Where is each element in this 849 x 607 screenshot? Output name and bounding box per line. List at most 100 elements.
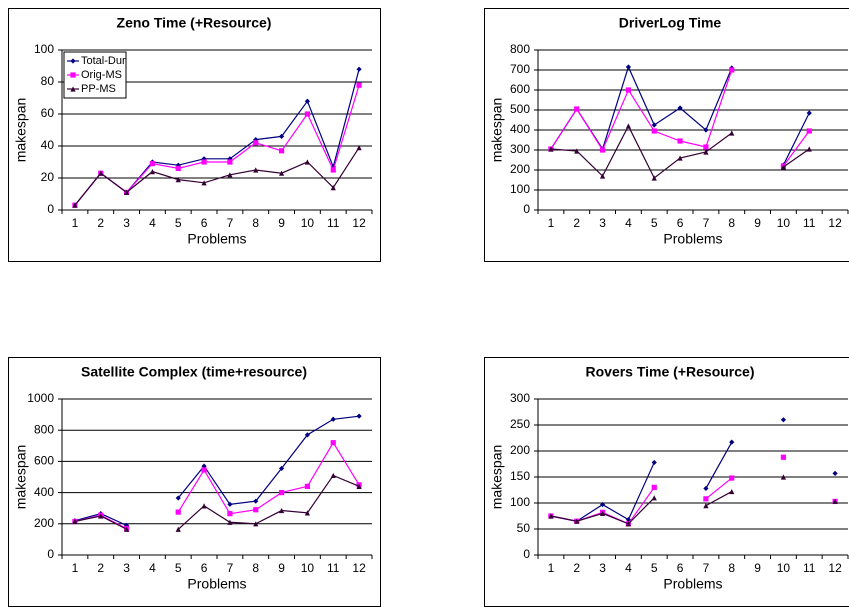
legend-label: Orig-MS — [81, 69, 122, 81]
y-tick-label: 0 — [47, 202, 54, 216]
y-tick-label: 200 — [510, 443, 530, 457]
y-tick-label: 20 — [41, 170, 55, 184]
y-tick-label: 300 — [510, 142, 530, 156]
marker — [201, 159, 207, 165]
marker — [548, 146, 554, 152]
x-tick-label: 10 — [777, 561, 791, 575]
marker — [651, 495, 657, 501]
marker — [599, 510, 606, 516]
y-tick-label: 50 — [517, 521, 531, 535]
marker — [780, 417, 787, 423]
y-tick-label: 40 — [41, 138, 55, 152]
marker — [574, 148, 580, 154]
marker — [806, 128, 812, 134]
x-tick-label: 4 — [149, 216, 156, 230]
marker — [149, 169, 156, 175]
marker — [599, 173, 606, 179]
y-tick-label: 80 — [41, 74, 55, 88]
marker — [278, 465, 285, 472]
marker — [98, 513, 104, 519]
legend-label: PP-MS — [81, 83, 116, 95]
marker — [175, 177, 181, 183]
x-tick-label: 3 — [123, 216, 130, 230]
legend-marker — [70, 58, 76, 64]
y-tick-label: 150 — [510, 469, 530, 483]
y-tick-label: 0 — [47, 547, 54, 561]
marker — [72, 518, 78, 525]
marker — [201, 503, 207, 509]
y-tick-label: 700 — [510, 62, 530, 76]
x-axis-label: Problems — [187, 231, 246, 247]
marker — [330, 185, 336, 191]
x-tick-label: 8 — [728, 216, 735, 230]
marker — [651, 122, 657, 128]
x-tick-label: 3 — [123, 561, 130, 575]
x-axis-label: Problems — [663, 576, 722, 592]
marker — [832, 470, 838, 476]
x-tick-label: 6 — [201, 216, 208, 230]
marker — [98, 170, 104, 176]
marker — [677, 105, 683, 111]
x-tick-label: 9 — [754, 561, 761, 575]
x-tick-label: 10 — [301, 216, 315, 230]
x-tick-label: 1 — [548, 216, 555, 230]
marker — [201, 180, 207, 186]
marker — [278, 490, 285, 496]
chart-title: Rovers Time (+Resource) — [586, 364, 755, 380]
y-axis-label: makespan — [13, 445, 29, 510]
y-tick-label: 600 — [510, 82, 530, 96]
y-axis-label: makespan — [489, 98, 505, 163]
x-tick-label: 8 — [252, 561, 259, 575]
y-tick-label: 500 — [510, 102, 530, 116]
x-tick-label: 5 — [175, 216, 182, 230]
marker — [729, 130, 735, 136]
marker — [330, 440, 336, 446]
marker — [780, 474, 787, 480]
x-tick-label: 1 — [72, 561, 79, 575]
marker — [304, 159, 311, 165]
marker — [227, 501, 233, 507]
marker — [806, 146, 812, 152]
x-tick-label: 8 — [252, 216, 259, 230]
marker — [149, 161, 156, 167]
chart: DriverLog Time 0 100 200 300 400 500 600 700 800 1… — [484, 8, 849, 262]
y-tick-label: 250 — [510, 417, 530, 431]
y-tick-label: 0 — [523, 202, 530, 216]
marker — [304, 111, 311, 117]
x-tick-label: 12 — [352, 216, 366, 230]
marker — [304, 432, 311, 438]
x-tick-label: 9 — [278, 216, 285, 230]
marker — [651, 459, 657, 466]
marker — [780, 454, 787, 460]
chart-frame — [484, 8, 849, 262]
marker — [703, 503, 709, 509]
marker — [356, 413, 362, 419]
marker — [175, 509, 181, 515]
series-line — [74, 147, 360, 206]
chart-title: DriverLog Time — [619, 15, 722, 31]
x-tick-label: 3 — [599, 216, 606, 230]
x-tick-label: 4 — [625, 216, 632, 230]
marker — [330, 416, 336, 422]
x-tick-label: 9 — [278, 561, 285, 575]
marker — [278, 148, 285, 154]
marker — [253, 498, 259, 504]
marker — [729, 439, 735, 445]
y-tick-label: 800 — [34, 422, 54, 436]
chart-frame — [8, 8, 381, 262]
series-line — [550, 69, 810, 167]
marker — [729, 475, 735, 481]
marker — [253, 521, 259, 527]
chart: Rovers Time (+Resource) 0 50 100 150 200 250 30… — [484, 357, 849, 607]
x-tick-label: 12 — [828, 216, 842, 230]
y-tick-label: 100 — [34, 42, 54, 56]
x-tick-label: 9 — [754, 216, 761, 230]
x-tick-label: 12 — [352, 561, 366, 575]
marker — [832, 498, 838, 505]
marker — [729, 488, 735, 495]
x-axis-label: Problems — [663, 231, 722, 247]
marker — [703, 496, 709, 502]
marker — [625, 87, 632, 93]
